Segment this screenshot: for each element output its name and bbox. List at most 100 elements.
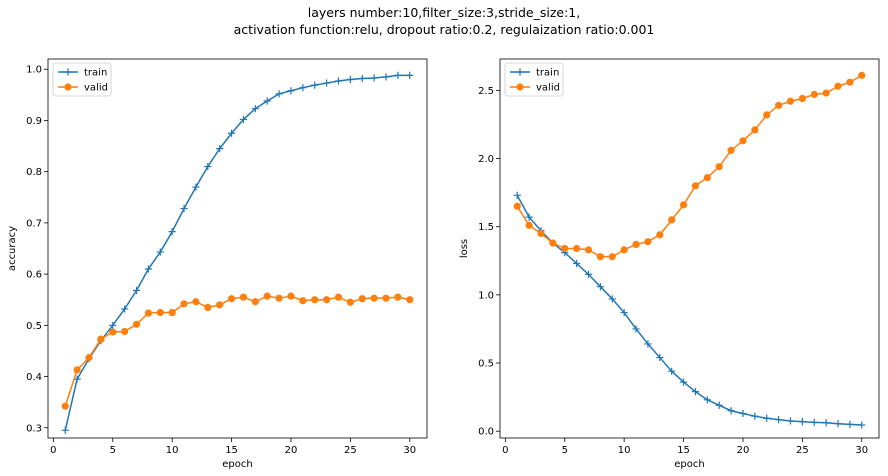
data-point-valid <box>144 309 152 317</box>
legend-marker-valid <box>516 83 524 91</box>
data-point-train <box>620 308 628 317</box>
data-point-valid <box>394 293 402 301</box>
data-point-valid <box>132 320 141 328</box>
y-tick-label: 0.5 <box>478 359 494 370</box>
data-point-train <box>394 71 402 79</box>
x-tick-label: 25 <box>344 445 357 456</box>
data-point-train <box>739 409 747 418</box>
x-axis-label: epoch <box>674 459 704 470</box>
data-point-valid <box>644 238 652 246</box>
data-point-train <box>299 84 307 92</box>
data-point-train <box>775 415 783 424</box>
legend: train valid <box>504 62 564 97</box>
y-tick-label: 1.5 <box>478 222 494 233</box>
data-point-valid <box>406 296 414 304</box>
data-point-valid <box>287 292 295 300</box>
series-train <box>513 191 866 429</box>
data-point-valid <box>608 253 616 261</box>
figure-title-line-2: activation function:relu, dropout ratio:… <box>233 22 655 37</box>
data-point-train <box>144 265 152 273</box>
data-point-valid <box>822 89 830 97</box>
data-point-valid <box>679 201 688 209</box>
legend-marker-valid <box>64 83 72 91</box>
data-point-valid <box>192 298 200 306</box>
data-point-train <box>763 414 771 422</box>
data-point-train <box>192 183 200 191</box>
data-point-valid <box>180 300 188 308</box>
x-tick-label: 0 <box>502 445 508 456</box>
data-point-valid <box>382 294 390 302</box>
data-point-valid <box>525 221 533 229</box>
data-point-train <box>798 418 806 426</box>
series-valid <box>61 292 414 410</box>
data-point-train <box>751 412 759 420</box>
plot-area <box>513 71 866 429</box>
data-point-train <box>822 419 830 427</box>
data-point-valid <box>798 94 806 103</box>
legend-label-train: train <box>536 68 559 79</box>
data-point-train <box>584 270 593 279</box>
series-line-valid <box>64 295 410 407</box>
data-point-train <box>786 417 795 425</box>
data-point-valid <box>109 328 117 336</box>
data-point-train <box>608 295 616 303</box>
data-point-train <box>596 283 604 291</box>
data-point-train <box>382 73 390 81</box>
data-point-valid <box>370 294 378 302</box>
data-point-train <box>334 77 343 85</box>
data-point-train <box>846 420 854 428</box>
data-point-train <box>834 420 842 428</box>
data-point-valid <box>561 244 569 253</box>
data-point-valid <box>596 253 604 261</box>
data-point-train <box>275 90 283 98</box>
x-tick-label: 20 <box>285 445 298 456</box>
data-point-valid <box>216 301 224 309</box>
data-point-valid <box>573 244 581 253</box>
data-point-train <box>715 401 723 409</box>
data-point-train <box>180 204 188 213</box>
y-tick-label: 0.0 <box>478 427 494 438</box>
data-point-valid <box>739 137 747 145</box>
data-point-valid <box>239 293 248 301</box>
data-point-valid <box>61 402 69 410</box>
data-point-valid <box>763 111 771 119</box>
x-tick-label: 20 <box>737 445 750 456</box>
data-point-valid <box>786 97 795 105</box>
y-axis-label: loss <box>459 239 470 258</box>
data-point-valid <box>323 296 331 304</box>
x-tick-label: 25 <box>796 445 809 456</box>
y-tick-label: 2.0 <box>478 154 494 165</box>
data-point-train <box>287 87 295 95</box>
data-point-valid <box>537 229 545 238</box>
data-point-train <box>239 115 248 124</box>
data-point-train <box>632 325 640 333</box>
series-train <box>61 71 414 434</box>
data-point-train <box>727 407 735 415</box>
y-tick-label: 0.6 <box>26 270 42 281</box>
data-point-train <box>406 71 414 79</box>
legend-marker-train <box>516 68 524 76</box>
data-point-valid <box>227 295 236 303</box>
figure-title-line-1: layers number:10,filter_size:3,stride_si… <box>307 5 581 20</box>
data-point-train <box>691 388 700 396</box>
data-point-valid <box>97 335 105 343</box>
data-point-train <box>346 75 354 84</box>
data-point-valid <box>85 353 93 362</box>
data-point-train <box>679 378 688 386</box>
data-point-train <box>109 321 117 329</box>
data-point-valid <box>810 90 818 99</box>
data-point-train <box>251 105 259 113</box>
data-point-valid <box>275 294 283 302</box>
y-tick-label: 0.3 <box>26 423 42 434</box>
data-point-valid <box>299 297 307 305</box>
x-tick-label: 5 <box>110 445 116 456</box>
y-tick-label: 1.0 <box>478 290 494 301</box>
y-tick-label: 0.8 <box>26 167 42 178</box>
data-point-valid <box>168 308 176 317</box>
data-point-train <box>311 81 319 89</box>
data-point-train <box>263 97 271 105</box>
series-line-valid <box>516 74 863 258</box>
data-point-valid <box>656 231 664 239</box>
